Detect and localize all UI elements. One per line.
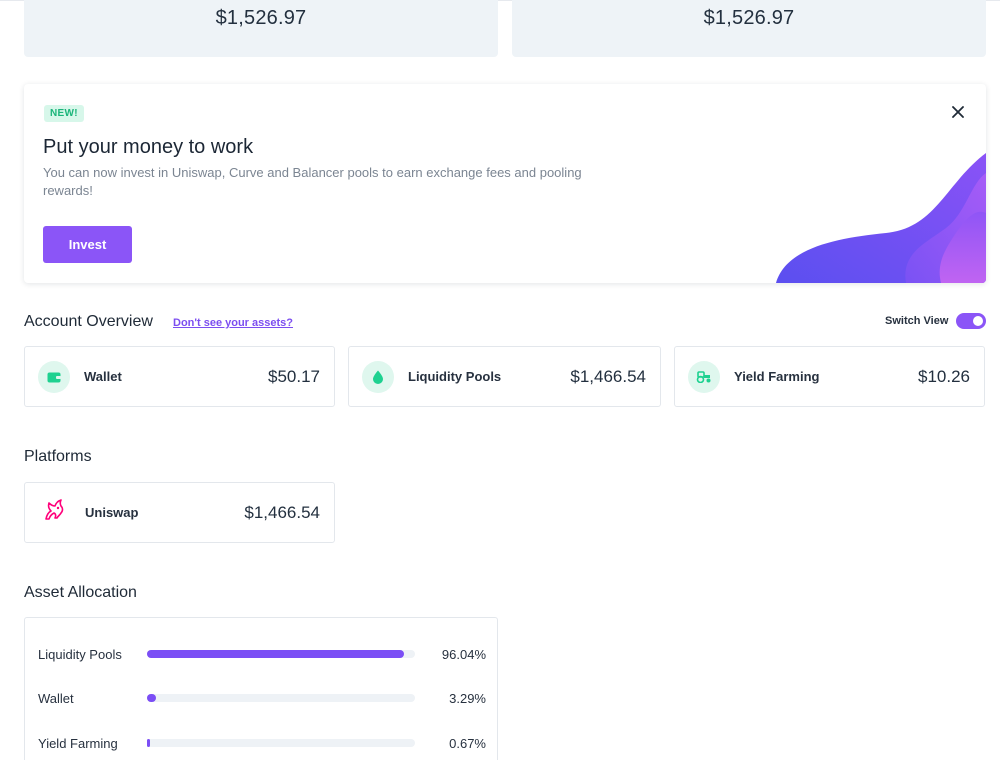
net-worth-value: $1,526.97: [703, 7, 795, 29]
total-balance-card: $1,526.97: [24, 0, 498, 57]
overview-card-label: Liquidity Pools: [408, 369, 502, 384]
allocation-row-wallet: Wallet 3.29%: [38, 689, 486, 707]
allocation-bar-track: [147, 739, 415, 747]
close-icon[interactable]: [948, 102, 968, 122]
switch-view-label: Switch View: [885, 315, 949, 327]
overview-card-label: Wallet: [84, 369, 122, 384]
account-overview-title: Account Overview: [24, 313, 153, 330]
allocation-label: Liquidity Pools: [38, 646, 122, 662]
promo-illustration: [776, 153, 986, 283]
overview-card-value: $50.17: [268, 366, 320, 386]
allocation-bar-fill: [147, 694, 156, 702]
allocation-bar-fill: [147, 650, 404, 658]
allocation-percent: 3.29%: [449, 690, 486, 706]
platform-label: Uniswap: [85, 505, 139, 520]
new-badge: NEW!: [44, 105, 84, 122]
uniswap-unicorn-icon: [43, 499, 65, 526]
allocation-bar-track: [147, 650, 415, 658]
overview-card-yield-farming[interactable]: Yield Farming $10.26: [674, 346, 985, 407]
droplet-icon: [362, 360, 394, 393]
allocation-label: Wallet: [38, 690, 74, 706]
allocation-bar-fill: [147, 739, 150, 747]
promo-banner: NEW! Put your money to work You can now …: [24, 84, 986, 283]
allocation-row-liquidity-pools: Liquidity Pools 96.04%: [38, 645, 486, 663]
overview-card-wallet[interactable]: Wallet $50.17: [24, 346, 335, 407]
toggle-knob: [973, 316, 983, 326]
promo-title: Put your money to work: [43, 136, 254, 158]
platform-value: $1,466.54: [244, 502, 320, 522]
top-divider: [0, 0, 1000, 1]
total-balance-value: $1,526.97: [215, 7, 307, 29]
promo-description: You can now invest in Uniswap, Curve and…: [43, 165, 582, 198]
net-worth-card: $1,526.97: [512, 0, 986, 57]
allocation-row-yield-farming: Yield Farming 0.67%: [38, 734, 486, 752]
asset-allocation-title: Asset Allocation: [24, 584, 137, 601]
overview-card-liquidity-pools[interactable]: Liquidity Pools $1,466.54: [348, 346, 661, 407]
overview-card-value: $10.26: [918, 366, 970, 386]
allocation-bar-track: [147, 694, 415, 702]
platforms-title: Platforms: [24, 448, 92, 465]
allocation-label: Yield Farming: [38, 735, 118, 751]
wallet-icon: [38, 360, 70, 393]
tractor-icon: [688, 360, 720, 393]
switch-view-toggle[interactable]: [956, 313, 986, 329]
overview-card-value: $1,466.54: [570, 366, 646, 386]
allocation-percent: 96.04%: [441, 646, 486, 662]
overview-card-label: Yield Farming: [734, 369, 820, 384]
platform-card-uniswap[interactable]: Uniswap $1,466.54: [24, 482, 335, 543]
allocation-percent: 0.67%: [449, 735, 486, 751]
asset-allocation-card: Liquidity Pools 96.04% Wallet 3.29% Yiel…: [24, 617, 498, 760]
invest-button[interactable]: Invest: [43, 226, 132, 263]
missing-assets-link[interactable]: Don't see your assets?: [173, 317, 293, 329]
